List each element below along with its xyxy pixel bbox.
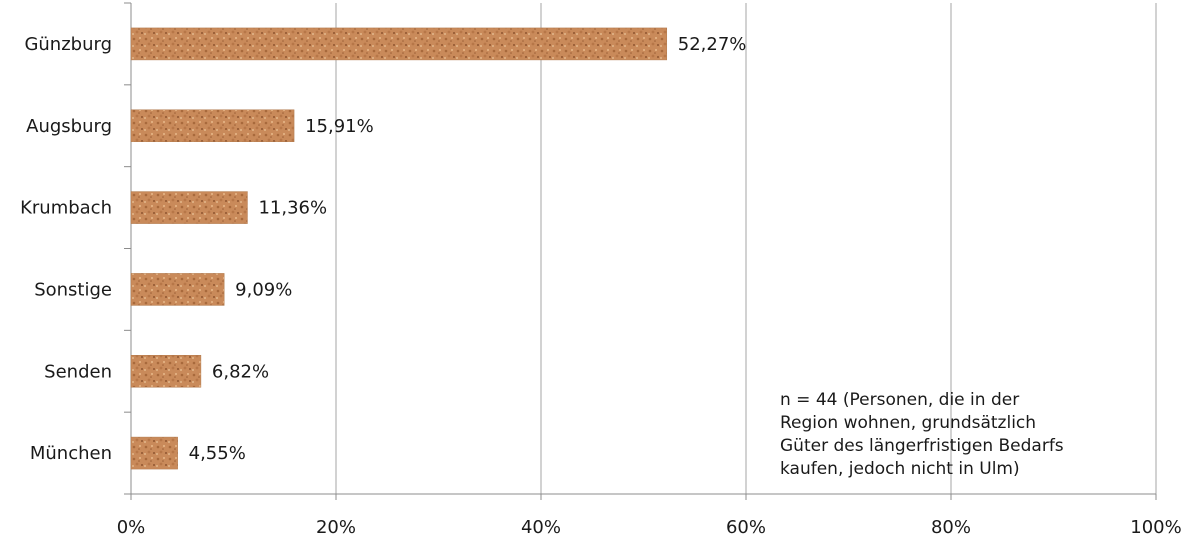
category-label: Krumbach: [20, 198, 112, 219]
x-tick-label: 100%: [1130, 517, 1181, 538]
note-line: Güter des längerfristigen Bedarfs: [780, 436, 1064, 456]
bar: [130, 27, 668, 61]
category-label: Senden: [44, 361, 112, 382]
x-tick-label: 0%: [117, 517, 146, 538]
data-label: 11,36%: [258, 198, 327, 219]
data-label: 6,82%: [212, 361, 269, 382]
bar: [130, 436, 178, 470]
x-tick-label: 80%: [931, 517, 971, 538]
category-label: Günzburg: [24, 34, 112, 55]
data-label: 4,55%: [189, 443, 246, 464]
bar: [130, 191, 248, 224]
category-label: München: [30, 443, 112, 464]
data-label: 15,91%: [305, 116, 374, 137]
bar: [130, 109, 295, 142]
bars: [130, 27, 668, 470]
labels: 0% 20% 40% 60% 80% 100% Günzburg 52,27% Augsburg…: [20, 34, 1182, 538]
x-tick-label: 20%: [316, 517, 356, 538]
bar: [130, 273, 225, 306]
gridlines: [335, 3, 1157, 494]
data-label: 9,09%: [235, 279, 292, 300]
category-label: Sonstige: [34, 279, 112, 300]
sample-note: n = 44 (Personen, die in der Region wohne…: [780, 389, 1140, 481]
note-line: Region wohnen, grundsätzlich: [780, 413, 1037, 433]
axes: [124, 2, 1157, 500]
data-label: 52,27%: [678, 34, 747, 55]
bar: [130, 355, 202, 388]
note-line: kaufen, jedoch nicht in Ulm): [780, 459, 1020, 479]
category-label: Augsburg: [26, 116, 112, 137]
note-line: n = 44 (Personen, die in der: [780, 390, 1020, 410]
x-tick-label: 60%: [726, 517, 766, 538]
x-tick-label: 40%: [521, 517, 561, 538]
